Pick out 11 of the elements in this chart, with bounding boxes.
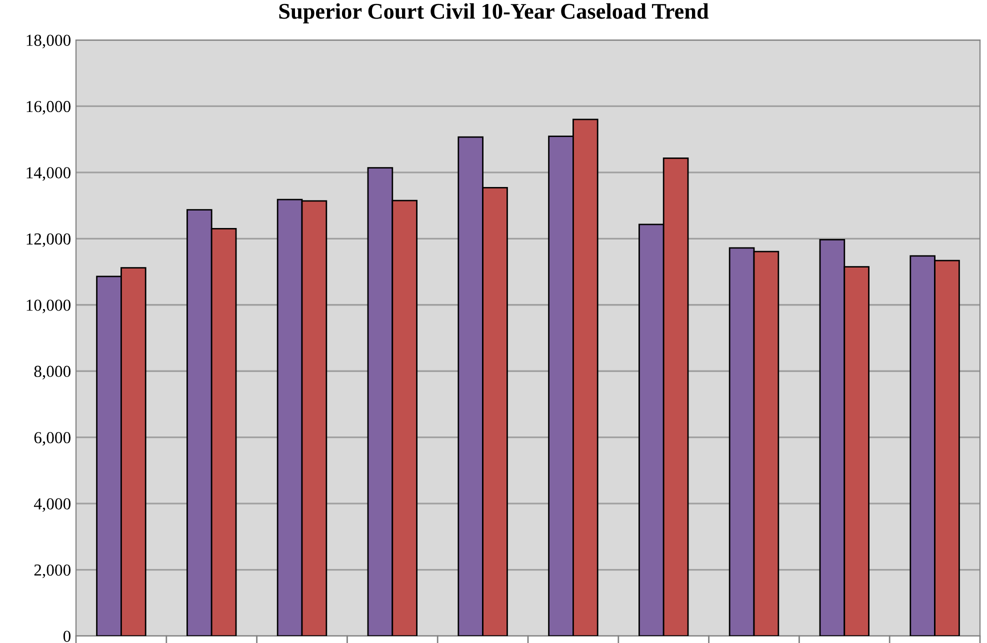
y-tick-label: 0 <box>63 630 71 642</box>
y-tick-label: 14,000 <box>26 167 71 181</box>
y-tick-label: 16,000 <box>26 100 71 115</box>
chart-title: Superior Court Civil 10-Year Caseload Trend <box>279 3 709 24</box>
y-tick-label: 6,000 <box>34 432 71 446</box>
y-tick-label: 4,000 <box>34 498 71 512</box>
y-tick-label: 10,000 <box>26 300 71 314</box>
y-tick-label: 2,000 <box>34 564 71 578</box>
y-tick-label: 18,000 <box>26 34 71 48</box>
y-tick-label: 12,000 <box>26 233 71 248</box>
y-tick-label: 8,000 <box>34 366 71 380</box>
